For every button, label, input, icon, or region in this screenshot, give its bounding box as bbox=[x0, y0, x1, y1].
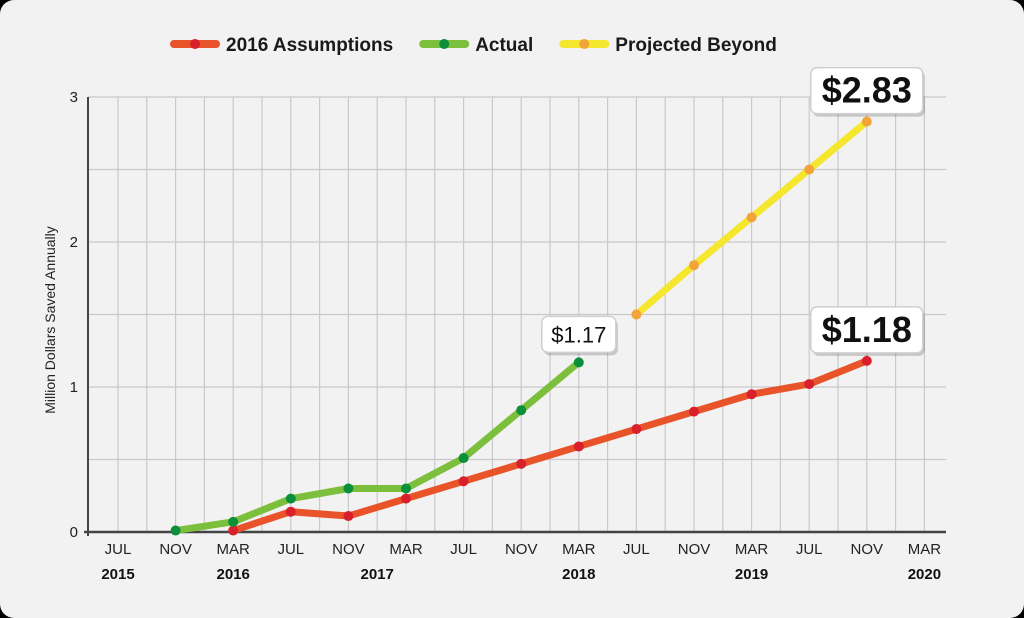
data-point bbox=[746, 212, 757, 223]
value-callout: $1.17 bbox=[541, 315, 618, 356]
series-actual bbox=[170, 357, 584, 536]
x-tick-label: JUL bbox=[277, 541, 304, 558]
x-tick-label: MAR bbox=[217, 541, 251, 558]
axes bbox=[84, 97, 946, 536]
data-point bbox=[689, 406, 699, 417]
x-tick-label: JUL bbox=[450, 541, 477, 558]
axis-ticks: 0 1 2 3 JUL NOV MAR JUL NOV MAR JUL NOV MAR JUL NOV MAR… bbox=[70, 89, 942, 583]
x-tick-label: MAR bbox=[389, 541, 423, 558]
legend-label: Projected Beyond bbox=[615, 35, 777, 56]
y-tick-label: 1 bbox=[70, 379, 78, 396]
x-tick-label: JUL bbox=[796, 541, 823, 558]
x-tick-label: NOV bbox=[332, 541, 365, 558]
legend-label: 2016 Assumptions bbox=[226, 35, 393, 56]
y-tick-label: 0 bbox=[70, 524, 78, 541]
year-label: 2015 bbox=[101, 566, 134, 583]
y-axis-label: Million Dollars Saved Annually bbox=[42, 226, 58, 414]
callout-value: $1.17 bbox=[551, 322, 606, 347]
data-point bbox=[228, 516, 239, 527]
x-tick-label: NOV bbox=[505, 541, 538, 558]
data-point bbox=[746, 389, 757, 400]
y-tick-label: 2 bbox=[70, 234, 78, 251]
data-point bbox=[343, 483, 354, 494]
year-label: 2017 bbox=[361, 566, 394, 583]
legend-swatch-marker bbox=[439, 39, 450, 49]
x-tick-label: NOV bbox=[159, 541, 192, 558]
x-tick-label: MAR bbox=[735, 541, 769, 558]
legend-swatch-marker bbox=[190, 39, 200, 49]
x-tick-label: MAR bbox=[562, 541, 596, 558]
callout-value: $1.18 bbox=[822, 309, 912, 350]
data-point bbox=[458, 453, 469, 464]
data-point bbox=[631, 309, 642, 320]
legend: 2016 Assumptions Actual Projected Beyond bbox=[170, 35, 777, 56]
x-tick-label: JUL bbox=[105, 541, 132, 558]
legend-label: Actual bbox=[475, 35, 533, 56]
x-tick-label: NOV bbox=[678, 541, 711, 558]
year-label: 2016 bbox=[217, 566, 250, 583]
series-line bbox=[172, 358, 583, 535]
data-point bbox=[458, 476, 469, 487]
y-tick-label: 3 bbox=[70, 89, 78, 106]
data-point bbox=[861, 116, 872, 127]
x-tick-label: NOV bbox=[851, 541, 884, 558]
data-point bbox=[573, 357, 584, 368]
series-projected-beyond bbox=[631, 116, 872, 320]
value-callout: $1.18 bbox=[810, 306, 925, 356]
callout-box bbox=[810, 66, 924, 115]
data-point bbox=[804, 164, 815, 175]
data-point bbox=[516, 405, 527, 416]
year-label: 2019 bbox=[735, 566, 768, 583]
legend-item: Projected Beyond bbox=[559, 35, 777, 56]
data-point bbox=[401, 483, 411, 494]
series-2016-assumptions bbox=[228, 355, 872, 536]
data-point bbox=[285, 506, 296, 517]
callouts: $1.17 $2.83 $1.18 bbox=[541, 66, 925, 356]
year-label: 2018 bbox=[562, 566, 595, 583]
data-point bbox=[573, 441, 584, 452]
series bbox=[170, 116, 872, 536]
legend-item: 2016 Assumptions bbox=[170, 35, 393, 56]
callout-value: $2.83 bbox=[822, 70, 912, 111]
callout-box bbox=[810, 306, 924, 354]
legend-item: Actual bbox=[419, 35, 533, 56]
data-point bbox=[401, 493, 411, 504]
callout-box bbox=[541, 315, 617, 354]
x-tick-label: MAR bbox=[908, 541, 942, 558]
data-point bbox=[285, 493, 296, 504]
data-point bbox=[804, 379, 815, 390]
data-point bbox=[631, 424, 642, 435]
value-callout: $2.83 bbox=[810, 66, 925, 117]
legend-swatch-marker bbox=[579, 39, 590, 49]
data-point bbox=[343, 511, 354, 522]
series-line bbox=[229, 357, 871, 535]
data-point bbox=[228, 525, 239, 536]
data-point bbox=[689, 260, 699, 271]
data-point bbox=[861, 355, 872, 366]
x-tick-label: JUL bbox=[623, 541, 650, 558]
year-label: 2020 bbox=[908, 566, 941, 583]
data-point bbox=[170, 525, 181, 536]
data-point bbox=[516, 458, 527, 469]
